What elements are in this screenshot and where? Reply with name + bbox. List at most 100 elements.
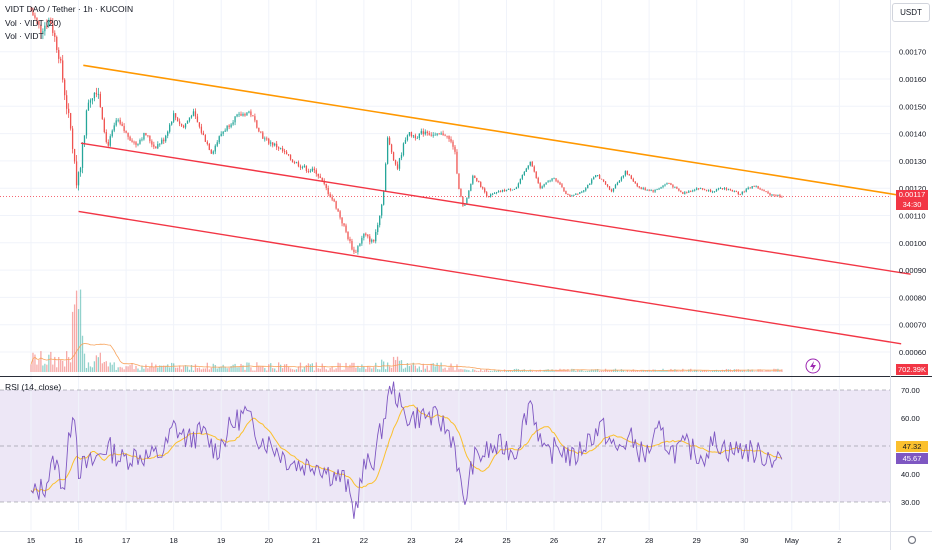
volume-bar bbox=[746, 371, 747, 372]
volume-bar bbox=[365, 369, 366, 372]
vol-legend: Vol · VIDT bbox=[5, 31, 44, 41]
candle-body bbox=[304, 166, 305, 167]
candle-body bbox=[742, 192, 743, 194]
candle-body bbox=[750, 188, 751, 189]
candle-body bbox=[298, 162, 299, 166]
candle-body bbox=[565, 191, 566, 194]
volume-bar bbox=[316, 362, 317, 372]
candle-body bbox=[433, 135, 434, 136]
volume-bar bbox=[223, 365, 224, 372]
volume-bar bbox=[599, 371, 600, 372]
candle-body bbox=[746, 189, 747, 191]
volume-bar bbox=[607, 371, 608, 372]
volume-bar bbox=[335, 368, 336, 372]
volume-bar bbox=[46, 365, 47, 372]
volume-bar bbox=[373, 367, 374, 372]
volume-bar bbox=[129, 365, 130, 372]
volume-bar bbox=[496, 371, 497, 372]
volume-bar bbox=[217, 369, 218, 372]
volume-bar bbox=[617, 370, 618, 372]
candle-body bbox=[413, 135, 414, 136]
volume-bar bbox=[597, 369, 598, 372]
volume-bar bbox=[108, 366, 109, 372]
candle-body bbox=[234, 116, 235, 122]
candle-body bbox=[62, 60, 63, 79]
candle-body bbox=[769, 193, 770, 195]
volume-bar bbox=[62, 361, 63, 372]
candle-body bbox=[246, 113, 247, 116]
volume-bar bbox=[284, 364, 285, 372]
candle-body bbox=[706, 190, 707, 191]
candle-body bbox=[102, 107, 103, 119]
candle-body bbox=[181, 124, 182, 126]
volume-bar bbox=[419, 366, 420, 372]
candle-body bbox=[209, 144, 210, 150]
candle-body bbox=[538, 178, 539, 183]
volume-bar bbox=[100, 353, 101, 372]
candle-body bbox=[86, 110, 87, 135]
candle-body bbox=[625, 171, 626, 176]
candle-body bbox=[411, 132, 412, 136]
time-tick-label: 18 bbox=[169, 536, 177, 545]
time-tick-label: 19 bbox=[217, 536, 225, 545]
candle-body bbox=[175, 113, 176, 117]
candle-body bbox=[647, 190, 648, 191]
candle-body bbox=[296, 162, 297, 163]
candle-body bbox=[660, 187, 661, 188]
volume-bar bbox=[151, 363, 152, 372]
volume-bar bbox=[403, 369, 404, 372]
volume-bar bbox=[343, 370, 344, 372]
countdown-value: 34:30 bbox=[896, 200, 928, 210]
rsi-tick-label: 30.00 bbox=[901, 498, 920, 507]
volume-bar bbox=[393, 357, 394, 372]
volume-bar bbox=[254, 371, 255, 372]
candle-body bbox=[633, 179, 634, 182]
volume-bar bbox=[506, 371, 507, 372]
candle-body bbox=[133, 142, 134, 143]
volume-bar bbox=[567, 369, 568, 372]
candle-body bbox=[248, 111, 249, 112]
volume-bar bbox=[444, 368, 445, 372]
price-tick-label: 0.00080 bbox=[899, 293, 926, 302]
volume-bar bbox=[720, 371, 721, 372]
candle-body bbox=[438, 133, 439, 134]
currency-button[interactable]: USDT bbox=[892, 3, 930, 22]
candle-body bbox=[579, 192, 580, 193]
volume-bar bbox=[250, 367, 251, 372]
volume-bar bbox=[234, 364, 235, 372]
volume-bar bbox=[80, 290, 81, 372]
volume-bar bbox=[246, 362, 247, 372]
candle-body bbox=[652, 190, 653, 191]
candle-body bbox=[68, 109, 69, 113]
candle-body bbox=[607, 185, 608, 187]
volume-bar bbox=[135, 366, 136, 372]
volume-bar bbox=[64, 367, 65, 372]
volume-bar bbox=[44, 364, 45, 372]
candle-body bbox=[405, 140, 406, 143]
candle-body bbox=[403, 143, 404, 155]
volume-bar bbox=[415, 366, 416, 372]
volume-bar bbox=[38, 360, 39, 372]
volume-bar bbox=[680, 371, 681, 372]
candle-body bbox=[84, 135, 85, 143]
volume-bar bbox=[280, 365, 281, 372]
time-tick-label: 29 bbox=[693, 536, 701, 545]
volume-bar bbox=[363, 366, 364, 372]
volume-bar bbox=[468, 370, 469, 372]
candle-body bbox=[627, 171, 628, 174]
candle-body bbox=[82, 144, 83, 168]
candle-body bbox=[347, 232, 348, 239]
candle-body bbox=[219, 136, 220, 142]
candle-body bbox=[549, 181, 550, 182]
candle-body bbox=[127, 133, 128, 137]
candle-body bbox=[221, 134, 222, 136]
candle-body bbox=[536, 172, 537, 178]
volume-bar bbox=[189, 370, 190, 372]
volume-bar bbox=[569, 371, 570, 372]
candle-body bbox=[595, 175, 596, 177]
candle-body bbox=[183, 126, 184, 128]
volume-bar bbox=[549, 371, 550, 372]
volume-bar bbox=[601, 371, 602, 372]
